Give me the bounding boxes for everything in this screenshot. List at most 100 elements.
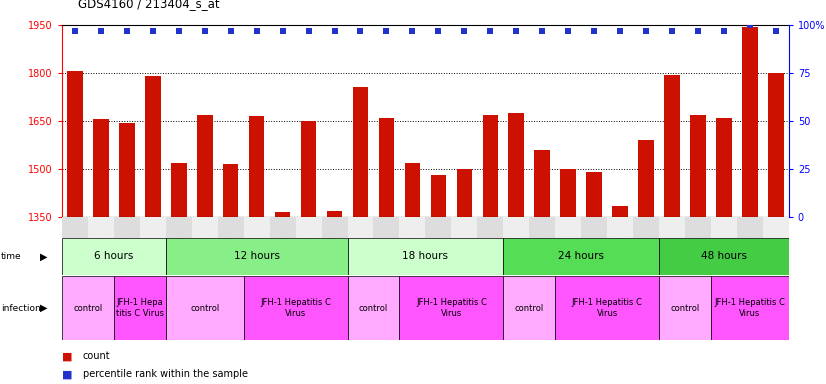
Point	[432, 28, 445, 34]
FancyBboxPatch shape	[659, 238, 789, 275]
Bar	[353, 88, 368, 217]
FancyBboxPatch shape	[348, 276, 400, 340]
FancyBboxPatch shape	[296, 217, 321, 238]
Bar	[145, 76, 160, 217]
Point	[562, 28, 575, 34]
FancyBboxPatch shape	[503, 217, 529, 238]
Bar	[457, 169, 472, 217]
Bar	[612, 206, 628, 217]
FancyBboxPatch shape	[711, 217, 737, 238]
Bar	[275, 212, 291, 217]
FancyBboxPatch shape	[425, 217, 451, 238]
FancyBboxPatch shape	[503, 238, 659, 275]
Text: JFH-1 Hepa
titis C Virus: JFH-1 Hepa titis C Virus	[116, 298, 164, 318]
FancyBboxPatch shape	[400, 276, 503, 340]
Bar	[249, 116, 264, 217]
Point	[717, 28, 730, 34]
Text: ■: ■	[62, 369, 73, 379]
FancyBboxPatch shape	[529, 217, 555, 238]
Bar	[301, 121, 316, 217]
FancyBboxPatch shape	[555, 217, 582, 238]
FancyBboxPatch shape	[477, 217, 503, 238]
Point	[691, 28, 705, 34]
FancyBboxPatch shape	[88, 217, 114, 238]
FancyBboxPatch shape	[763, 217, 789, 238]
Text: control: control	[190, 304, 220, 313]
Text: 12 hours: 12 hours	[234, 251, 280, 262]
Text: ■: ■	[62, 351, 73, 361]
Bar	[197, 114, 212, 217]
FancyBboxPatch shape	[192, 217, 218, 238]
Text: 24 hours: 24 hours	[558, 251, 604, 262]
Text: control: control	[358, 304, 388, 313]
Text: percentile rank within the sample: percentile rank within the sample	[83, 369, 248, 379]
FancyBboxPatch shape	[114, 276, 166, 340]
FancyBboxPatch shape	[321, 217, 348, 238]
Text: 18 hours: 18 hours	[402, 251, 449, 262]
FancyBboxPatch shape	[607, 217, 633, 238]
Bar	[93, 119, 109, 217]
FancyBboxPatch shape	[633, 217, 659, 238]
FancyBboxPatch shape	[582, 217, 607, 238]
FancyBboxPatch shape	[140, 217, 166, 238]
Point	[484, 28, 497, 34]
Text: ▶: ▶	[40, 251, 47, 262]
Point	[380, 28, 393, 34]
Point	[146, 28, 159, 34]
Bar	[405, 162, 420, 217]
Point	[69, 28, 82, 34]
FancyBboxPatch shape	[451, 217, 477, 238]
Bar	[171, 162, 187, 217]
Bar	[509, 113, 524, 217]
FancyBboxPatch shape	[737, 217, 763, 238]
Text: JFH-1 Hepatitis C
Virus: JFH-1 Hepatitis C Virus	[714, 298, 786, 318]
FancyBboxPatch shape	[244, 276, 348, 340]
Bar	[67, 71, 83, 217]
Point	[250, 28, 263, 34]
FancyBboxPatch shape	[659, 276, 711, 340]
FancyBboxPatch shape	[166, 276, 244, 340]
Text: control: control	[515, 304, 544, 313]
Text: 6 hours: 6 hours	[94, 251, 134, 262]
Point	[639, 28, 653, 34]
Text: JFH-1 Hepatitis C
Virus: JFH-1 Hepatitis C Virus	[260, 298, 331, 318]
Bar	[534, 150, 550, 217]
FancyBboxPatch shape	[62, 276, 114, 340]
FancyBboxPatch shape	[685, 217, 711, 238]
FancyBboxPatch shape	[400, 217, 425, 238]
Bar	[560, 169, 576, 217]
Text: JFH-1 Hepatitis C
Virus: JFH-1 Hepatitis C Virus	[572, 298, 643, 318]
Bar	[482, 114, 498, 217]
FancyBboxPatch shape	[244, 217, 269, 238]
Point	[302, 28, 316, 34]
FancyBboxPatch shape	[373, 217, 400, 238]
Point	[614, 28, 627, 34]
Bar	[327, 210, 342, 217]
Bar	[691, 114, 705, 217]
Bar	[664, 74, 680, 217]
Point	[121, 28, 134, 34]
Point	[406, 28, 419, 34]
Text: time: time	[1, 252, 21, 261]
Text: 48 hours: 48 hours	[701, 251, 747, 262]
Point	[666, 28, 679, 34]
FancyBboxPatch shape	[114, 217, 140, 238]
Point	[224, 28, 237, 34]
FancyBboxPatch shape	[348, 217, 373, 238]
FancyBboxPatch shape	[166, 217, 192, 238]
Bar	[378, 118, 394, 217]
Text: count: count	[83, 351, 110, 361]
Bar	[223, 164, 239, 217]
FancyBboxPatch shape	[711, 276, 789, 340]
FancyBboxPatch shape	[62, 217, 88, 238]
FancyBboxPatch shape	[62, 238, 166, 275]
FancyBboxPatch shape	[503, 276, 555, 340]
Point	[769, 28, 782, 34]
Bar	[638, 140, 654, 217]
Text: control: control	[74, 304, 102, 313]
Bar	[768, 73, 784, 217]
Text: JFH-1 Hepatitis C
Virus: JFH-1 Hepatitis C Virus	[416, 298, 487, 318]
Point	[276, 28, 289, 34]
Point	[328, 28, 341, 34]
Text: control: control	[671, 304, 700, 313]
